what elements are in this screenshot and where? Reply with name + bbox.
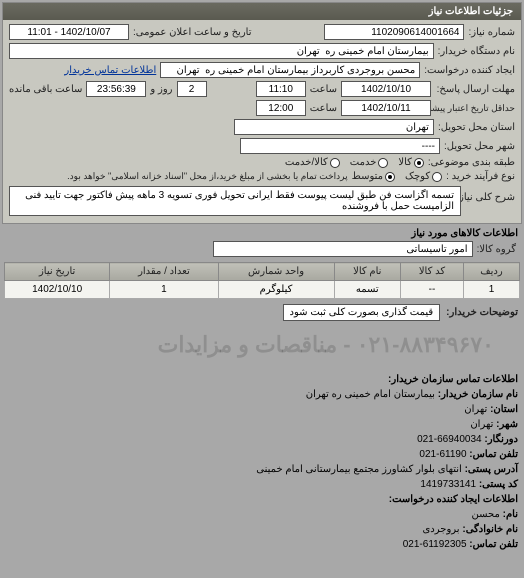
- proc-mid-radio[interactable]: متوسط: [352, 171, 395, 182]
- th-date: تاریخ نیاز: [5, 263, 110, 281]
- delivery-state-input[interactable]: [234, 119, 434, 135]
- form-body: شماره نیاز: تاریخ و ساعت اعلان عمومی: نا…: [3, 20, 521, 223]
- th-unit: واحد شمارش: [218, 263, 334, 281]
- pkg-service-radio[interactable]: خدمت: [350, 157, 389, 168]
- validity-label: حداقل تاریخ اعتبار پیشنهاد:: [435, 103, 515, 114]
- main-panel: جزئیات اطلاعات نیاز شماره نیاز: تاریخ و …: [2, 2, 522, 224]
- contact-state: تهران: [464, 404, 487, 415]
- th-code: کد کالا: [401, 263, 464, 281]
- packaging-radio-group: کالا خدمت کالا/خدمت: [285, 157, 424, 168]
- process-label: نوع فرآیند خرید :: [446, 171, 515, 182]
- panel-title: جزئیات اطلاعات نیاز: [3, 3, 521, 20]
- watermark-area: ۰۲۱-۸۸۳۴۹۶۷۰ - مناقصات و مزایدات: [0, 324, 524, 370]
- radio-icon: [414, 158, 424, 168]
- proc-low-radio[interactable]: کوچک: [405, 171, 442, 182]
- time1-input[interactable]: [256, 81, 306, 97]
- pkg-goods-radio[interactable]: کالا: [398, 157, 424, 168]
- contact-zip-label: کد پستی:: [479, 479, 518, 490]
- th-name: نام کالا: [334, 263, 401, 281]
- td-date: 1402/10/10: [5, 281, 110, 299]
- proc-low-label: کوچک: [405, 171, 430, 182]
- request-no-label: شماره نیاز:: [468, 27, 515, 38]
- contact-fax: 66940034-021: [417, 434, 482, 445]
- goods-section-title: اطلاعات کالاهای مورد نیاز: [0, 226, 524, 241]
- creator-lname: بروجردی: [422, 524, 459, 535]
- announce-input[interactable]: [9, 24, 129, 40]
- main-desc-label: شرح کلی نیاز:: [465, 186, 515, 203]
- contact-org: بیمارستان امام خمینی ره تهران: [306, 389, 435, 400]
- requester-label: ایجاد کننده درخواست:: [424, 65, 515, 76]
- buyer-notes-value: قیمت گذاری بصورت کلی ثبت شود: [283, 304, 441, 321]
- date1-input[interactable]: [341, 81, 431, 97]
- packaging-label: طبقه بندی موضوعی:: [428, 157, 515, 168]
- creator-tel-label: تلفن تماس:: [469, 539, 518, 550]
- creator-name-label: نام:: [503, 509, 518, 520]
- delivery-city-label: شهر محل تحویل:: [444, 141, 515, 152]
- contact-addr-label: آدرس پستی:: [465, 464, 518, 475]
- creator-tel: 61192305-021: [403, 539, 467, 550]
- radio-icon: [378, 158, 388, 168]
- goods-table: ردیف کد کالا نام کالا واحد شمارش تعداد /…: [4, 262, 520, 299]
- contact-title: اطلاعات تماس سازمان خریدار:: [388, 374, 518, 385]
- time-remain-input: [86, 81, 146, 97]
- contact-city: تهران: [470, 419, 493, 430]
- requester-input[interactable]: [160, 62, 420, 78]
- contact-link[interactable]: اطلاعات تماس خریدار: [64, 65, 156, 76]
- main-desc-box: تسمه اگزاست فن طبق لیست پیوست فقط ایرانی…: [9, 186, 461, 216]
- time-label-1: ساعت: [310, 84, 337, 95]
- td-qty: 1: [110, 281, 218, 299]
- delivery-state-label: استان محل تحویل:: [438, 122, 515, 133]
- watermark-text: ۰۲۱-۸۸۳۴۹۶۷۰ - مناقصات و مزایدات: [158, 332, 494, 358]
- td-unit: کیلوگرم: [218, 281, 334, 299]
- radio-icon: [432, 172, 442, 182]
- contact-block: اطلاعات تماس سازمان خریدار: نام سازمان خ…: [0, 370, 524, 554]
- radio-icon: [330, 158, 340, 168]
- process-radio-group: کوچک متوسط: [352, 171, 442, 182]
- process-note: پرداخت تمام یا بخشی از مبلغ خرید،از محل …: [67, 171, 347, 182]
- table-header-row: ردیف کد کالا نام کالا واحد شمارش تعداد /…: [5, 263, 520, 281]
- contact-tel: 61190-021: [419, 449, 466, 460]
- pkg-both-label: کالا/خدمت: [285, 157, 328, 168]
- table-row[interactable]: 1 -- تسمه کیلوگرم 1 1402/10/10: [5, 281, 520, 299]
- td-name: تسمه: [334, 281, 401, 299]
- creator-name: محسن: [472, 509, 500, 520]
- buyer-org-input[interactable]: [9, 43, 434, 59]
- goods-group-input[interactable]: [213, 241, 473, 257]
- contact-city-label: شهر:: [496, 419, 518, 430]
- remain-suffix: ساعت باقی مانده: [9, 84, 82, 95]
- time-label-2: ساعت: [310, 103, 337, 114]
- pkg-service-label: خدمت: [350, 157, 377, 168]
- request-no-input[interactable]: [324, 24, 464, 40]
- days-suffix: روز و: [150, 84, 172, 95]
- date2-input[interactable]: [341, 100, 431, 116]
- goods-group-label: گروه کالا:: [477, 244, 516, 255]
- delivery-city-input[interactable]: [240, 138, 440, 154]
- deadline-send-label: مهلت ارسال پاسخ:: [435, 84, 515, 95]
- pkg-goods-label: کالا: [398, 157, 412, 168]
- th-qty: تعداد / مقدار: [110, 263, 218, 281]
- announce-label: تاریخ و ساعت اعلان عمومی:: [133, 27, 252, 38]
- contact-state-label: استان:: [490, 404, 518, 415]
- buyer-org-label: نام دستگاه خریدار:: [438, 46, 515, 57]
- th-row: ردیف: [463, 263, 519, 281]
- creator-title: اطلاعات ایجاد کننده درخواست:: [389, 494, 518, 505]
- td-row: 1: [463, 281, 519, 299]
- contact-fax-label: دورنگار:: [484, 434, 518, 445]
- days-remain-input: [177, 81, 207, 97]
- time2-input[interactable]: [256, 100, 306, 116]
- pkg-both-radio[interactable]: کالا/خدمت: [285, 157, 340, 168]
- contact-tel-label: تلفن تماس:: [469, 449, 518, 460]
- contact-org-label: نام سازمان خریدار:: [438, 389, 518, 400]
- proc-mid-label: متوسط: [352, 171, 383, 182]
- contact-zip: 1419733141: [420, 479, 476, 490]
- contact-addr: انتهای بلوار کشاورز مجتمع بیمارستانی اما…: [256, 464, 461, 475]
- buyer-notes-label: توضیحات خریدار:: [446, 307, 518, 318]
- creator-lname-label: نام خانوادگی:: [462, 524, 518, 535]
- td-code: --: [401, 281, 464, 299]
- radio-icon: [385, 172, 395, 182]
